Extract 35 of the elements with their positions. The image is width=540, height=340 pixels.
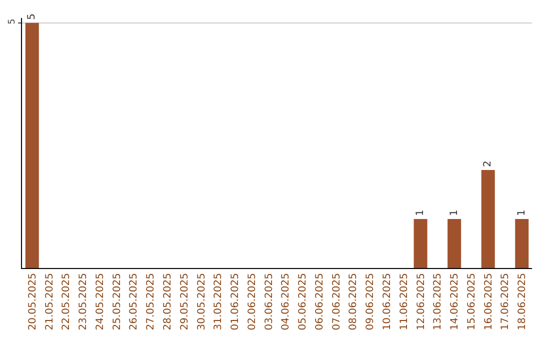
x-tick-label: 04.06.2025 [280, 273, 292, 330]
x-tick-label: 17.06.2025 [500, 273, 512, 330]
x-tick-label: 27.05.2025 [146, 273, 157, 330]
x-tick-label: 30.05.2025 [196, 273, 208, 330]
data-label: 2 [482, 160, 494, 167]
x-tick-label: 29.05.2025 [179, 273, 190, 330]
x-tick-label: 15.06.2025 [466, 273, 478, 330]
x-tick-label: 26.05.2025 [128, 273, 140, 330]
x-tick-label: 13.06.2025 [432, 273, 444, 330]
x-tick-label: 22.05.2025 [61, 273, 72, 330]
x-tick-label: 01.06.2025 [230, 273, 242, 330]
x-tick-label: 12.06.2025 [416, 273, 427, 330]
x-tick-label: 08.06.2025 [348, 273, 360, 330]
x-tick-label: 10.06.2025 [382, 273, 394, 330]
x-tick-label: 05.06.2025 [298, 273, 309, 330]
x-tick-label: 18.06.2025 [517, 273, 528, 330]
x-tick-label: 11.06.2025 [398, 273, 410, 330]
data-label: 1 [516, 210, 528, 216]
x-tick-label: 23.05.2025 [78, 273, 90, 330]
x-tick-label: 21.05.2025 [44, 273, 56, 330]
x-tick-label: 28.05.2025 [162, 273, 174, 330]
x-tick-label: 31.05.2025 [213, 273, 224, 330]
x-tick-label: 06.06.2025 [314, 273, 326, 330]
x-tick-label: 09.06.2025 [365, 273, 376, 330]
x-tick-label: 16.06.2025 [483, 273, 494, 330]
x-tick-label: 07.06.2025 [331, 273, 342, 330]
x-tick-label: 14.06.2025 [450, 273, 461, 330]
x-tick-label: 03.06.2025 [264, 273, 275, 330]
x-tick-label: 02.06.2025 [246, 273, 258, 330]
x-tick-label: 25.05.2025 [112, 273, 123, 330]
data-label: 1 [415, 210, 426, 216]
data-label: 5 [26, 14, 38, 20]
x-tick-label: 20.05.2025 [27, 273, 38, 330]
data-label: 1 [448, 210, 460, 216]
x-tick-label: 24.05.2025 [94, 273, 106, 330]
